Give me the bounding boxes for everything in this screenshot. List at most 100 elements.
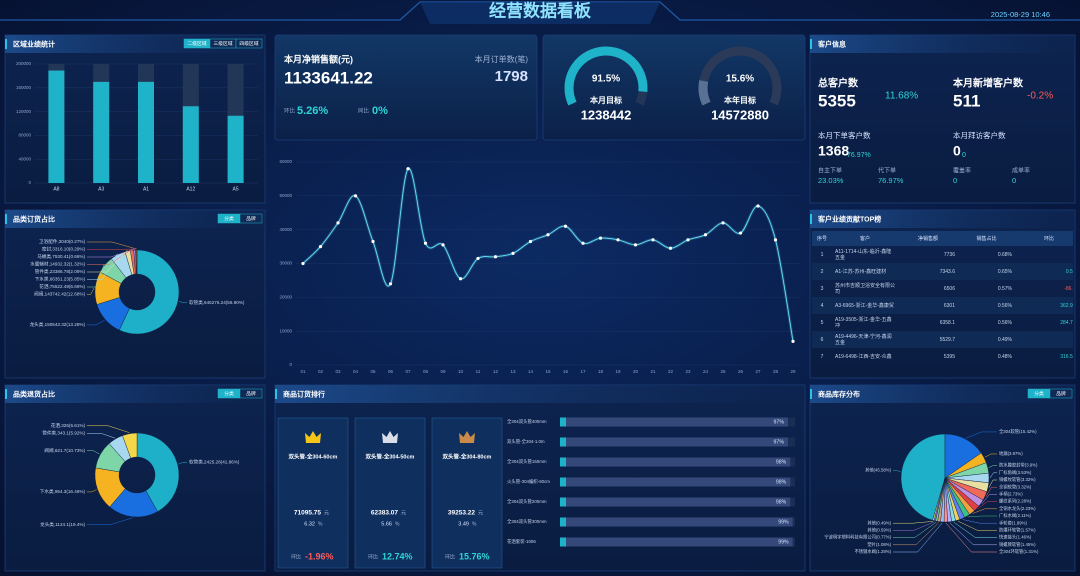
tab-label[interactable]: 分类: [1034, 390, 1044, 397]
top-customers-table: 序号 客户 净销售额 销售占比 环比 1 A11-1714-山东-临沂-鑫隆五金 7736 0.…: [812, 231, 1073, 373]
progress-bar: [560, 417, 788, 427]
slice-label: 防水膜密封带(3.9%): [999, 462, 1038, 469]
progress-bar: [560, 477, 791, 487]
tab-label[interactable]: 二级区域: [187, 40, 206, 47]
slice-label: 下水类,66351.23(5.85%): [35, 276, 86, 283]
y-tick-label: 40000: [279, 227, 292, 232]
table-cell: 2: [812, 263, 832, 280]
pie-slice: [119, 249, 180, 335]
leader-line: [893, 470, 901, 472]
leader-line: [893, 521, 935, 531]
gauge-label: 本月目标: [589, 95, 622, 105]
share: 5.66: [381, 521, 392, 527]
table-cell: 7736: [943, 251, 955, 258]
progress-bar: [560, 497, 791, 507]
panel-title-bar: [810, 35, 1075, 53]
table-row: 1 A11-1714-山东-临沂-鑫隆五金 7736 0.68%-: [812, 246, 1073, 263]
panel-title: 区域业绩统计: [13, 39, 55, 48]
point: [336, 221, 340, 225]
x-tick-label: 09: [440, 369, 446, 374]
mom-value: -1.96%: [305, 551, 334, 561]
pie-slice: [900, 433, 946, 521]
kpi-value: 0: [953, 176, 957, 185]
slice-label: 软管类,645276.24(56.90%): [189, 299, 245, 306]
mom-label: 环比: [291, 553, 301, 560]
slice-label: 密封,3316.10(0.29%): [42, 246, 86, 253]
point: [458, 277, 463, 281]
product-name: 双头管-全304-1.0m: [507, 438, 545, 445]
column-header: 客户: [832, 231, 898, 246]
panel-title-accent: [810, 39, 812, 49]
kpi-value: 5355: [818, 91, 856, 110]
leader-line: [87, 450, 100, 455]
x-tick-label: 21: [650, 369, 656, 374]
product-name: 全304双头管300mm: [507, 518, 547, 525]
x-tick-label: 27: [755, 369, 761, 374]
slice-label: 铜螺纹软管(3.32%): [999, 476, 1036, 483]
leader-line: [87, 517, 133, 526]
leader-line: [984, 453, 997, 458]
tab-label[interactable]: 四级区域: [239, 40, 258, 47]
table-header: 序号 客户 净销售额 销售占比 环比: [812, 231, 1073, 246]
gauge-target: 14572880: [711, 107, 769, 122]
slice-label: 阀阀,621.7(10.73%): [44, 447, 85, 454]
bar: [48, 70, 65, 183]
slice-label: 厂标角阀(3.53%): [999, 469, 1032, 476]
x-tick-label: 07: [405, 369, 411, 374]
leader-line: [87, 264, 105, 288]
y-tick-label: 200000: [16, 61, 32, 66]
page-title: 经营数据看板: [489, 0, 592, 20]
kpi-label: 本月下单客户数: [818, 130, 871, 140]
point: [791, 339, 795, 343]
kpi-value: 1133641.22: [284, 68, 373, 87]
leader-line: [893, 521, 937, 538]
tab-label[interactable]: 品牌: [246, 390, 256, 397]
column-header: 环比: [1015, 231, 1073, 246]
y-tick-label: 50000: [279, 193, 292, 198]
panel-title-accent: [5, 214, 7, 224]
slice-label: 阀阀,143742.42(12.68%): [34, 291, 85, 298]
leader-line: [893, 522, 940, 546]
slice-label: 其他(0.59%): [867, 527, 891, 534]
x-tick-label: 19: [615, 369, 621, 374]
tab[interactable]: [235, 38, 263, 49]
x-tick-label: 18: [598, 369, 604, 374]
point: [301, 261, 305, 266]
panel-title-accent: [810, 389, 812, 399]
slice-label: 全铜水龙头(2.23%): [999, 505, 1036, 512]
kpi-rate: 76.97%: [847, 152, 871, 159]
gauge-value: 91.5%: [592, 74, 620, 85]
point: [493, 255, 498, 259]
gauge-target: 1238442: [581, 107, 632, 122]
tab-label[interactable]: 分类: [224, 215, 234, 222]
table-cell: 284.72%: [1060, 319, 1073, 326]
slice-label: 全铜软管(3.32%): [999, 483, 1032, 490]
y-tick-label: 60000: [279, 159, 292, 164]
kpi-value: 23.03%: [818, 176, 844, 185]
mom-label: 环比: [368, 553, 378, 560]
point: [668, 246, 673, 250]
slice-label: 全304软管(15.42%): [999, 428, 1037, 435]
table-cell: 苏州市吉顺卫浴安全有限公司: [835, 282, 896, 295]
leader-line: [989, 472, 997, 479]
x-tick-label: A12: [186, 186, 195, 192]
tab[interactable]: [239, 388, 263, 399]
tab-label[interactable]: 分类: [224, 390, 234, 397]
table-cell: A19-3505-浙江-金华-五鑫冲: [835, 316, 892, 329]
leader-line: [893, 521, 934, 524]
tab[interactable]: [239, 213, 263, 224]
mom-value: 15.76%: [459, 551, 490, 561]
point: [563, 224, 568, 228]
tab[interactable]: [1049, 388, 1073, 399]
kpi-value: 1798: [495, 68, 528, 85]
table-cell: -: [1015, 331, 1073, 348]
panel-title-bar: [810, 210, 1075, 228]
slice-label: 龙头类,1124.1(19.4%): [40, 521, 85, 528]
slice-label: 防爆环软管(1.57%): [999, 527, 1036, 534]
tab-label[interactable]: 品牌: [1056, 390, 1066, 397]
kpi-label: 总客户数: [818, 77, 859, 90]
x-tick-label: 28: [773, 369, 779, 374]
tab-label[interactable]: 品牌: [246, 215, 256, 222]
tab-label[interactable]: 三级区域: [213, 40, 232, 47]
